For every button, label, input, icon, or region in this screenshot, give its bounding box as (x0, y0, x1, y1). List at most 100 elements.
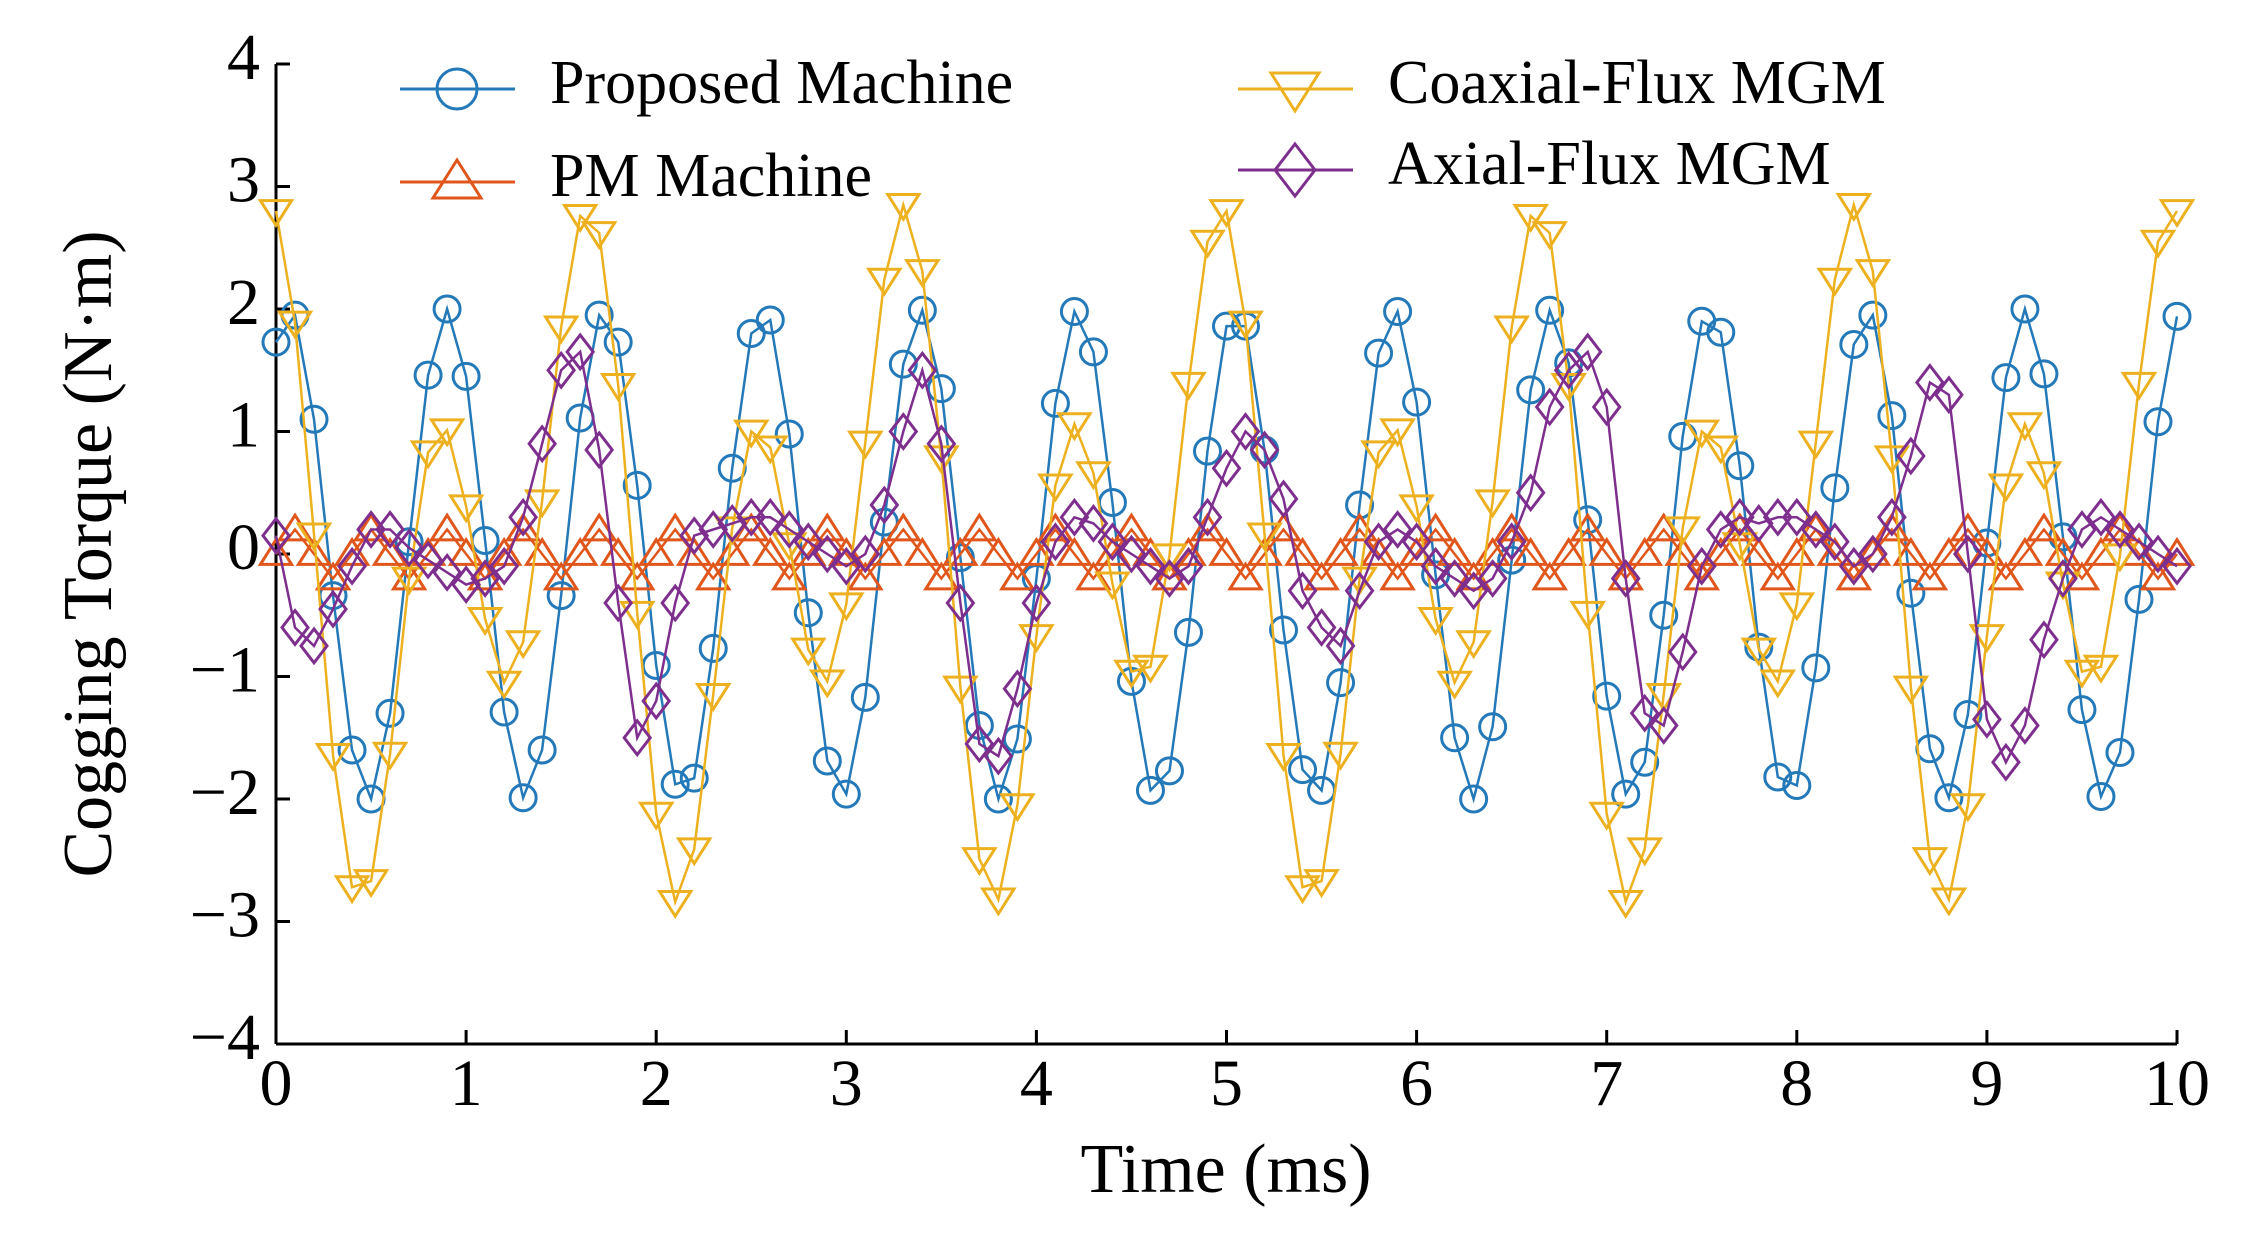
marker (430, 157, 484, 200)
marker (999, 561, 1036, 591)
marker (698, 510, 729, 549)
marker (1531, 221, 1568, 251)
marker (942, 675, 979, 705)
marker (1056, 536, 1093, 566)
marker (1037, 473, 1074, 503)
marker (1249, 430, 1280, 470)
x-tick-label: 10 (2144, 1047, 2210, 1120)
marker (2162, 301, 2192, 331)
marker (428, 418, 466, 448)
marker (1835, 192, 1873, 222)
marker (489, 697, 519, 727)
marker (1968, 624, 2006, 654)
marker (1379, 418, 1416, 448)
marker (850, 534, 881, 574)
marker (2067, 695, 2097, 725)
marker (622, 718, 653, 758)
marker (926, 424, 957, 464)
marker (1002, 669, 1033, 709)
marker (907, 295, 937, 325)
marker (1667, 632, 1698, 672)
marker (1208, 199, 1245, 229)
x-tick-label: 3 (830, 1047, 863, 1120)
marker (1683, 419, 1721, 449)
marker (1173, 617, 1203, 647)
marker (846, 430, 884, 460)
x-axis-title: Time (ms) (1080, 1131, 1371, 1208)
marker (1268, 479, 1299, 519)
series (261, 332, 2192, 782)
marker (656, 512, 694, 542)
marker (1059, 497, 1090, 537)
marker (698, 633, 728, 663)
marker (1474, 489, 1511, 519)
marker (1800, 510, 1831, 549)
marker (527, 424, 558, 464)
marker (1819, 522, 1850, 562)
marker (1135, 546, 1166, 586)
marker (983, 736, 1014, 776)
marker (660, 769, 690, 799)
marker (1778, 592, 1816, 622)
marker (466, 607, 504, 637)
marker (295, 522, 333, 552)
marker (1288, 755, 1318, 785)
x-tick-label: 1 (450, 1047, 483, 1120)
marker (679, 763, 709, 793)
marker (2143, 534, 2173, 574)
marker (622, 470, 652, 500)
marker (1857, 534, 1888, 574)
marker (1078, 337, 1108, 367)
marker (1273, 141, 1317, 199)
marker (1991, 742, 2021, 782)
marker (637, 536, 675, 566)
marker (789, 637, 827, 667)
marker (1227, 561, 1264, 591)
marker (1379, 561, 1416, 591)
x-tick-label: 7 (1590, 1047, 1623, 1120)
marker (1569, 600, 1607, 630)
marker (637, 801, 675, 831)
marker (717, 504, 748, 543)
marker (1265, 512, 1302, 542)
marker (1325, 626, 1356, 666)
marker (1573, 505, 1603, 535)
marker (1740, 536, 1778, 566)
marker (1743, 504, 1774, 543)
marker (1953, 699, 1983, 729)
marker (428, 512, 466, 542)
marker (1417, 607, 1454, 637)
y-tick-label: −1 (190, 634, 260, 707)
marker (694, 561, 732, 591)
marker (2010, 294, 2040, 324)
marker (1987, 473, 2025, 503)
marker (1949, 793, 1987, 823)
marker (1040, 522, 1071, 562)
marker (1592, 681, 1622, 711)
legend-entry: Coaxial-Flux MGM (1238, 49, 1886, 117)
marker (1952, 534, 1983, 574)
marker (1132, 654, 1169, 684)
marker (447, 494, 485, 524)
marker (580, 221, 618, 251)
legend-label: Axial-Flux MGM (1388, 130, 1831, 198)
marker (1744, 632, 1774, 662)
marker (1759, 561, 1797, 591)
marker (1170, 371, 1207, 401)
marker (1284, 875, 1321, 905)
marker (599, 536, 637, 566)
marker (1915, 734, 1945, 764)
legend-entry: Axial-Flux MGM (1238, 130, 1831, 199)
marker (261, 327, 291, 357)
marker (1420, 546, 1451, 586)
marker (1040, 388, 1070, 418)
marker (1056, 412, 1093, 442)
marker (660, 583, 691, 623)
marker (1535, 295, 1565, 325)
marker (1459, 784, 1489, 814)
marker (926, 374, 956, 404)
series (257, 512, 2196, 591)
marker (1781, 497, 1812, 537)
marker (1440, 723, 1470, 753)
marker (1287, 571, 1318, 611)
